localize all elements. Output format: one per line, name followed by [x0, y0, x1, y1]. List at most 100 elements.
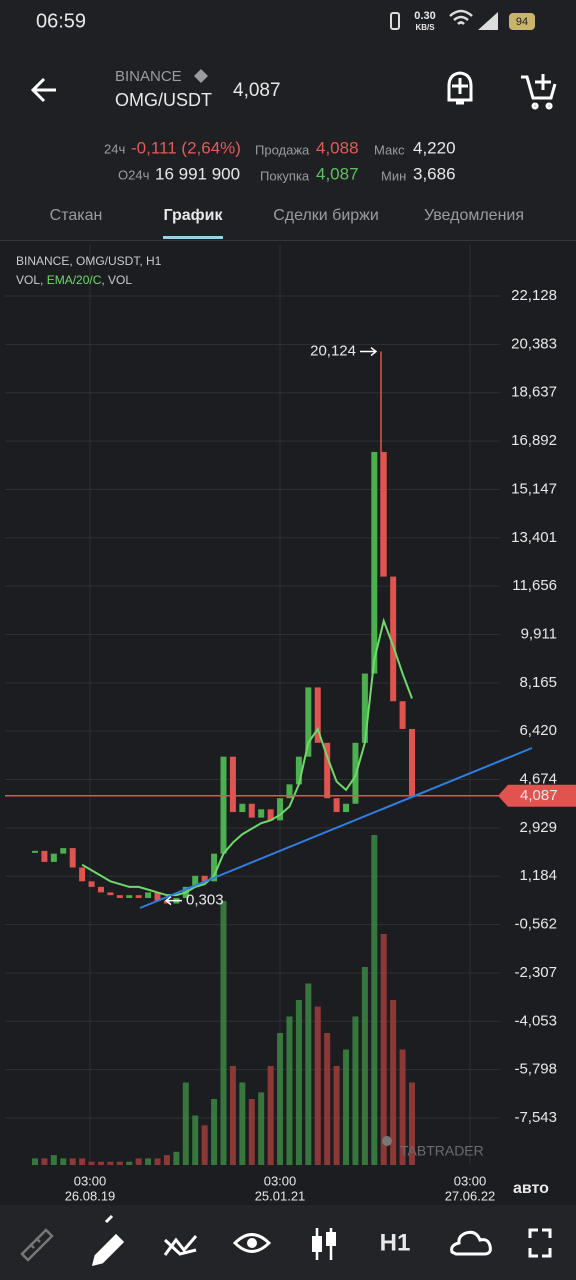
- stat-min: 3,686: [413, 164, 456, 183]
- volume-bar: [333, 1066, 340, 1165]
- stat-sell: 4,088: [316, 138, 359, 157]
- y-tick-label: 1,184: [519, 867, 557, 884]
- candle: [324, 742, 331, 799]
- candle: [371, 451, 378, 674]
- alert-button[interactable]: [447, 71, 473, 105]
- candle: [361, 673, 368, 743]
- stat-max: 4,220: [413, 138, 456, 157]
- candle: [390, 576, 397, 702]
- toolbar: [0, 1205, 576, 1280]
- volume-bar: [126, 1161, 133, 1165]
- candle: [50, 853, 57, 862]
- tab[interactable]: Уведомления: [424, 207, 524, 224]
- ruler-tool[interactable]: [20, 1228, 54, 1262]
- visibility-dot: [247, 1238, 257, 1248]
- cloud-button[interactable]: [450, 1230, 492, 1256]
- candle: [116, 895, 123, 898]
- volume-bar: [145, 1158, 152, 1165]
- y-tick-label: 2,929: [519, 819, 557, 836]
- candle: [286, 784, 293, 799]
- interval-button[interactable]: H1: [380, 1229, 411, 1256]
- header-price: 4,087: [233, 80, 281, 101]
- back-button[interactable]: [30, 77, 56, 103]
- volume-bar: [220, 901, 227, 1165]
- volume-bar: [314, 1006, 321, 1165]
- volume-bar: [154, 1158, 161, 1165]
- x-tick-date: 25.01.21: [255, 1188, 306, 1203]
- volume-bar: [258, 1092, 265, 1165]
- volume-bar: [343, 1049, 350, 1165]
- volume-bar: [248, 1099, 255, 1165]
- chart-legend: VOL, EMA/20/C, VOL: [16, 273, 132, 287]
- volume-bar: [69, 1158, 76, 1165]
- y-tick-label: 20,383: [511, 335, 557, 352]
- x-tick-time: 03:00: [74, 1173, 107, 1188]
- tab[interactable]: Сделки биржи: [273, 207, 379, 224]
- low-label: 0,303: [186, 892, 224, 909]
- volume-bar: [409, 1082, 415, 1165]
- candles-tool[interactable]: [312, 1236, 322, 1252]
- volume-bar: [88, 1161, 95, 1165]
- y-tick-label: -0,562: [514, 916, 557, 933]
- stat-change: -0,111 (2,64%): [131, 138, 241, 157]
- draw-tool[interactable]: [91, 1214, 125, 1267]
- candle: [192, 875, 199, 887]
- tab[interactable]: Стакан: [50, 207, 103, 224]
- candle: [145, 892, 152, 898]
- candle: [69, 848, 76, 868]
- volume-bar: [211, 1099, 218, 1165]
- candle: [32, 850, 38, 853]
- volume-bar: [286, 1016, 293, 1165]
- volume-bar: [324, 1033, 331, 1165]
- candles-tool[interactable]: [326, 1232, 336, 1246]
- y-tick-label: -5,798: [514, 1061, 557, 1078]
- volume-bar: [277, 1033, 284, 1165]
- y-tick-label: -7,543: [514, 1109, 557, 1126]
- volume-bar: [97, 1161, 104, 1165]
- candle: [135, 895, 142, 898]
- candle: [107, 892, 114, 896]
- indicators-tool[interactable]: [163, 1235, 198, 1256]
- candle: [97, 886, 104, 893]
- volume-bar: [79, 1158, 86, 1165]
- candle: [380, 451, 387, 577]
- candle: [409, 728, 415, 796]
- scale-mode[interactable]: авто: [513, 1180, 549, 1197]
- volume-bar: [390, 1000, 397, 1165]
- last-price-tag: [498, 784, 576, 807]
- legend-part: VOL,: [16, 273, 47, 287]
- stat-label: Продажа: [255, 142, 310, 157]
- stat-label: 24ч: [104, 141, 125, 156]
- y-tick-label: 13,401: [511, 529, 557, 546]
- pair: OMG/USDT: [115, 90, 212, 110]
- tab-active[interactable]: График: [164, 207, 224, 224]
- fullscreen-button[interactable]: [528, 1228, 552, 1258]
- x-tick-date: 26.08.19: [65, 1188, 116, 1203]
- binance-logo: [194, 69, 208, 83]
- y-tick-label: -4,053: [514, 1012, 557, 1029]
- net-unit: KB/S: [415, 23, 435, 32]
- y-tick-label: 4,674: [519, 771, 557, 788]
- candle: [343, 803, 350, 813]
- visibility-tool[interactable]: [232, 1233, 272, 1253]
- high-label: 20,124: [310, 343, 356, 360]
- y-tick-label: 8,165: [519, 674, 557, 691]
- x-tick-time: 03:00: [264, 1173, 297, 1188]
- net-speed: 0.30: [414, 10, 435, 22]
- candle: [333, 798, 340, 813]
- x-tick-date: 27.06.22: [445, 1188, 496, 1203]
- volume-bar: [399, 1049, 406, 1165]
- x-tick-time: 03:00: [454, 1173, 487, 1188]
- wifi-icon: [449, 9, 473, 25]
- stat-volume: 16 991 900: [155, 164, 240, 183]
- cart-button[interactable]: [521, 74, 557, 110]
- signal-icon: [478, 12, 498, 30]
- candle: [88, 881, 95, 887]
- candle: [229, 756, 236, 813]
- stat-label: Покупка: [260, 168, 310, 183]
- volume-bar: [163, 1155, 170, 1165]
- legend-part: , VOL: [101, 273, 132, 287]
- stat-label: O24ч: [118, 167, 149, 182]
- volume-bar: [50, 1155, 57, 1165]
- candle: [305, 687, 312, 757]
